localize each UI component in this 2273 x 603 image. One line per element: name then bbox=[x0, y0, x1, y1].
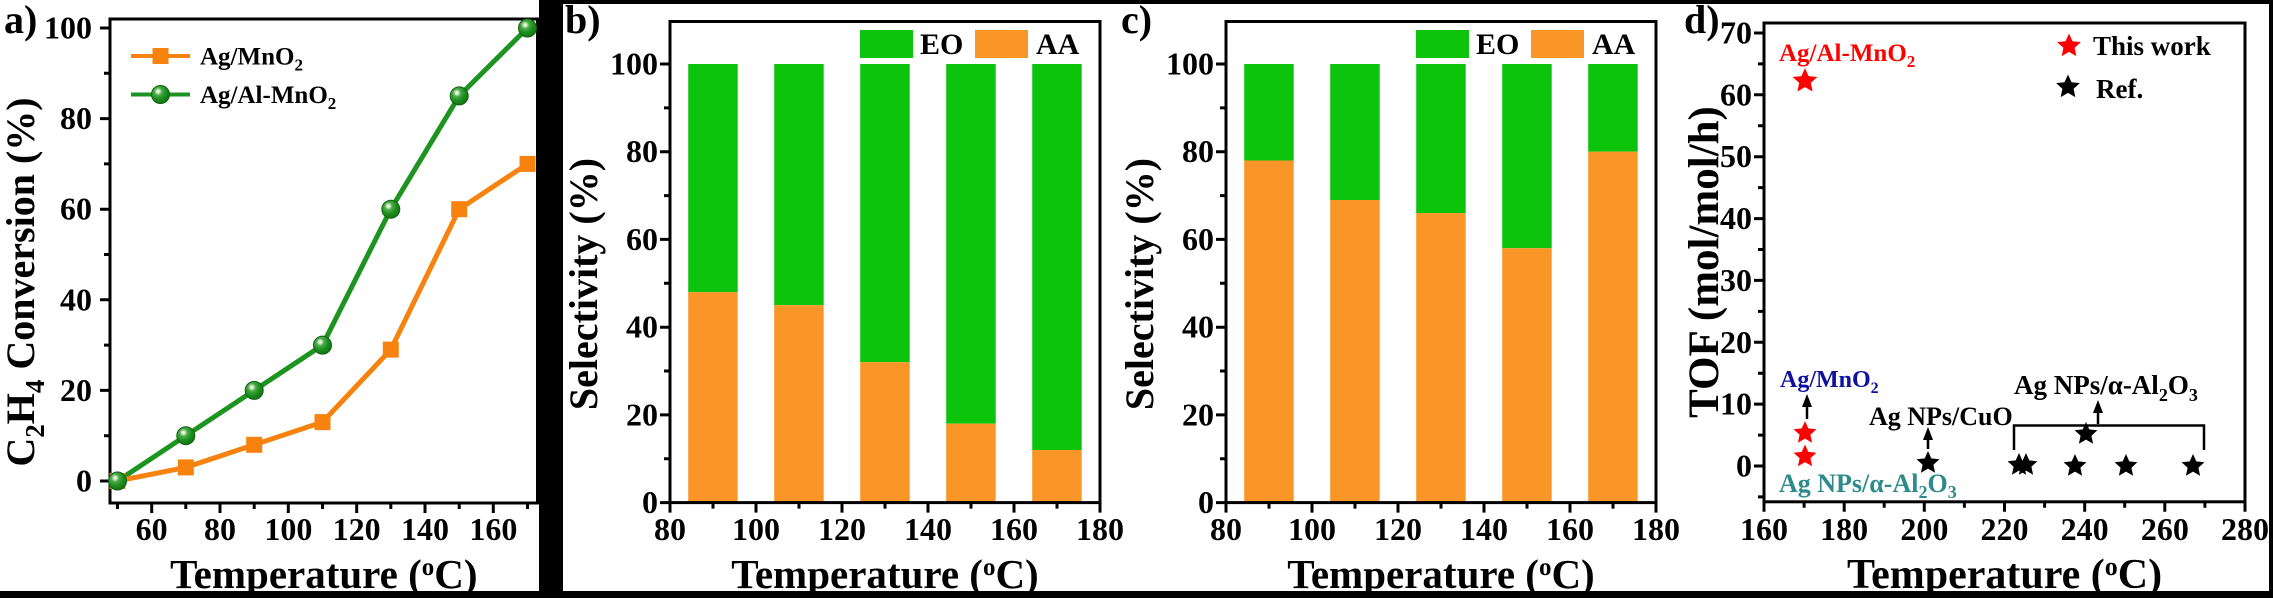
svg-text:0: 0 bbox=[1736, 448, 1752, 484]
svg-text:AA: AA bbox=[1592, 28, 1636, 61]
svg-text:220: 220 bbox=[1980, 511, 2028, 547]
svg-text:Ag/Al-MnO2: Ag/Al-MnO2 bbox=[200, 82, 336, 113]
svg-text:Ag/MnO2: Ag/MnO2 bbox=[200, 44, 303, 75]
svg-text:100: 100 bbox=[732, 511, 780, 547]
svg-text:100: 100 bbox=[610, 46, 658, 82]
svg-text:d): d) bbox=[1684, 0, 1720, 42]
svg-text:c): c) bbox=[1121, 0, 1152, 42]
svg-text:120: 120 bbox=[333, 511, 381, 547]
svg-text:20: 20 bbox=[60, 372, 92, 408]
svg-text:60: 60 bbox=[136, 511, 168, 547]
svg-text:Ag NPs/α-Al2O3: Ag NPs/α-Al2O3 bbox=[2014, 370, 2198, 405]
svg-text:0: 0 bbox=[76, 463, 92, 499]
svg-text:Selectivity (%): Selectivity (%) bbox=[1117, 158, 1162, 410]
svg-text:TOF (mol/mol/h): TOF (mol/mol/h) bbox=[1681, 106, 1728, 418]
svg-text:60: 60 bbox=[1720, 76, 1752, 112]
svg-text:Ag/Al-MnO2: Ag/Al-MnO2 bbox=[1779, 40, 1915, 71]
svg-text:50: 50 bbox=[1720, 138, 1752, 174]
svg-text:20: 20 bbox=[626, 396, 658, 432]
svg-text:30: 30 bbox=[1720, 262, 1752, 298]
svg-text:AA: AA bbox=[1036, 28, 1080, 61]
svg-text:EO: EO bbox=[920, 28, 963, 61]
svg-text:80: 80 bbox=[1182, 133, 1214, 169]
svg-text:180: 180 bbox=[1076, 511, 1124, 547]
svg-text:70: 70 bbox=[1720, 14, 1752, 50]
svg-text:EO: EO bbox=[1476, 28, 1519, 61]
svg-text:140: 140 bbox=[1460, 511, 1508, 547]
svg-text:100: 100 bbox=[264, 511, 312, 547]
svg-text:260: 260 bbox=[2141, 511, 2189, 547]
svg-text:a): a) bbox=[4, 0, 37, 42]
svg-text:100: 100 bbox=[44, 10, 92, 46]
svg-text:60: 60 bbox=[60, 191, 92, 227]
svg-text:80: 80 bbox=[60, 100, 92, 136]
svg-text:120: 120 bbox=[1374, 511, 1422, 547]
svg-text:80: 80 bbox=[654, 511, 686, 547]
svg-text:200: 200 bbox=[1900, 511, 1948, 547]
svg-text:120: 120 bbox=[818, 511, 866, 547]
svg-text:C2H4 Conversion (%): C2H4 Conversion (%) bbox=[0, 97, 50, 466]
svg-text:280: 280 bbox=[2221, 511, 2269, 547]
svg-text:0: 0 bbox=[1198, 484, 1214, 520]
svg-text:b): b) bbox=[565, 0, 601, 42]
svg-text:180: 180 bbox=[1820, 511, 1868, 547]
svg-text:Temperature (oC): Temperature (oC) bbox=[170, 551, 477, 597]
svg-text:160: 160 bbox=[990, 511, 1038, 547]
svg-text:Ag NPs/CuO: Ag NPs/CuO bbox=[1869, 402, 2013, 431]
svg-text:240: 240 bbox=[2061, 511, 2109, 547]
svg-text:160: 160 bbox=[469, 511, 517, 547]
svg-text:60: 60 bbox=[626, 221, 658, 257]
svg-text:0: 0 bbox=[642, 484, 658, 520]
svg-text:80: 80 bbox=[1210, 511, 1242, 547]
svg-text:Ref.: Ref. bbox=[2096, 74, 2143, 104]
svg-text:Ag/MnO2: Ag/MnO2 bbox=[1780, 367, 1879, 397]
svg-text:20: 20 bbox=[1720, 324, 1752, 360]
svg-text:40: 40 bbox=[1720, 200, 1752, 236]
svg-text:160: 160 bbox=[1740, 511, 1788, 547]
svg-text:80: 80 bbox=[626, 133, 658, 169]
svg-text:180: 180 bbox=[1632, 511, 1680, 547]
svg-text:140: 140 bbox=[904, 511, 952, 547]
svg-text:160: 160 bbox=[1546, 511, 1594, 547]
svg-text:20: 20 bbox=[1182, 396, 1214, 432]
svg-text:40: 40 bbox=[626, 309, 658, 345]
svg-text:10: 10 bbox=[1720, 386, 1752, 422]
svg-text:40: 40 bbox=[60, 281, 92, 317]
svg-text:140: 140 bbox=[401, 511, 449, 547]
svg-text:40: 40 bbox=[1182, 309, 1214, 345]
svg-text:Ag NPs/α-Al2O3: Ag NPs/α-Al2O3 bbox=[1779, 469, 1957, 502]
svg-text:80: 80 bbox=[204, 511, 236, 547]
svg-text:100: 100 bbox=[1166, 46, 1214, 82]
svg-text:60: 60 bbox=[1182, 221, 1214, 257]
svg-text:This work: This work bbox=[2093, 31, 2211, 61]
svg-text:Selectivity (%): Selectivity (%) bbox=[561, 158, 606, 410]
svg-text:100: 100 bbox=[1288, 511, 1336, 547]
